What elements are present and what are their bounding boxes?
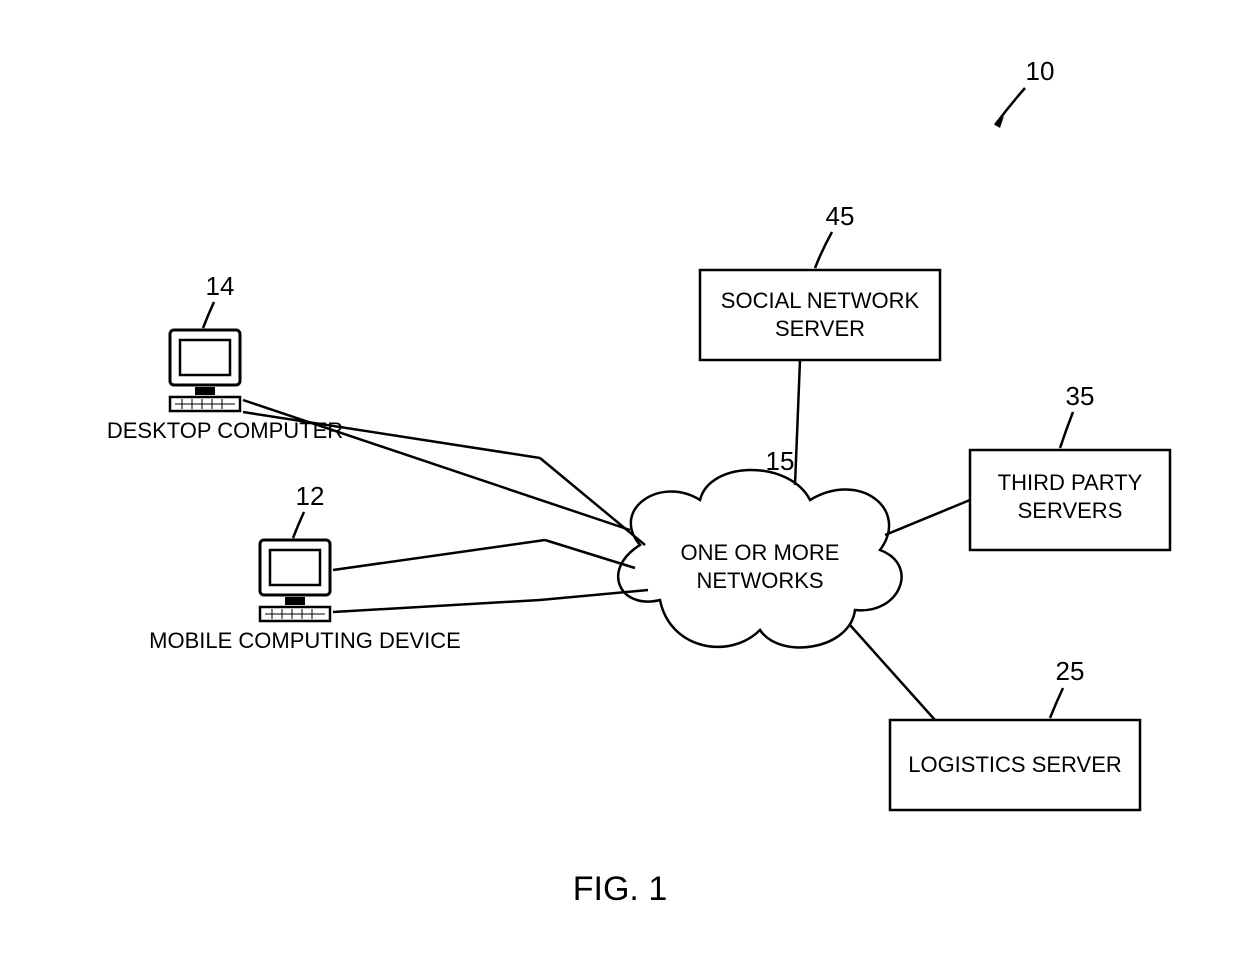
ref-35: 35 <box>1066 381 1095 411</box>
social-server-text-1: SOCIAL NETWORK <box>721 288 920 313</box>
social-server-node: SOCIAL NETWORK SERVER 45 <box>700 201 940 360</box>
ref-14-leader <box>203 302 214 328</box>
edge-mobile-cloud <box>333 540 648 612</box>
cloud-node: ONE OR MORE NETWORKS 15 <box>618 446 901 647</box>
mobile-label: MOBILE COMPUTING DEVICE <box>149 628 461 653</box>
ref-10-leader <box>995 88 1025 125</box>
desktop-stand-icon <box>195 387 215 395</box>
edge-logistics-cloud <box>850 625 935 720</box>
edge-thirdparty-cloud <box>885 500 970 535</box>
cloud-text-1: ONE OR MORE <box>681 540 840 565</box>
social-server-text-2: SERVER <box>775 316 865 341</box>
ref-25-leader <box>1050 688 1063 718</box>
ref-12: 12 <box>296 481 325 511</box>
desktop-screen-icon <box>180 340 230 375</box>
mobile-stand-icon <box>285 597 305 605</box>
mobile-screen-icon <box>270 550 320 585</box>
desktop-node: DESKTOP COMPUTER 14 <box>107 271 343 443</box>
ref-15: 15 <box>766 446 795 476</box>
ref-14: 14 <box>206 271 235 301</box>
mobile-node: MOBILE COMPUTING DEVICE 12 <box>149 481 461 653</box>
ref-25: 25 <box>1056 656 1085 686</box>
ref-35-leader <box>1060 412 1073 448</box>
cloud-text-2: NETWORKS <box>696 568 823 593</box>
ref-45: 45 <box>826 201 855 231</box>
third-party-text-1: THIRD PARTY <box>998 470 1143 495</box>
third-party-text-2: SERVERS <box>1018 498 1123 523</box>
ref-12-leader <box>293 512 304 538</box>
third-party-node: THIRD PARTY SERVERS 35 <box>970 381 1170 550</box>
diagram-canvas: 10 ONE OR MORE NETWORKS 15 SOCIAL NETWOR… <box>0 0 1240 975</box>
figure-label: FIG. 1 <box>573 870 667 908</box>
logistics-text-1: LOGISTICS SERVER <box>908 752 1122 777</box>
ref-45-leader <box>815 232 832 268</box>
edge-desktop-cloud <box>243 400 645 545</box>
ref-10: 10 <box>1026 56 1055 86</box>
overall-ref: 10 <box>995 56 1054 128</box>
social-server-box <box>700 270 940 360</box>
edge-social-cloud <box>795 360 800 485</box>
logistics-node: LOGISTICS SERVER 25 <box>890 656 1140 810</box>
